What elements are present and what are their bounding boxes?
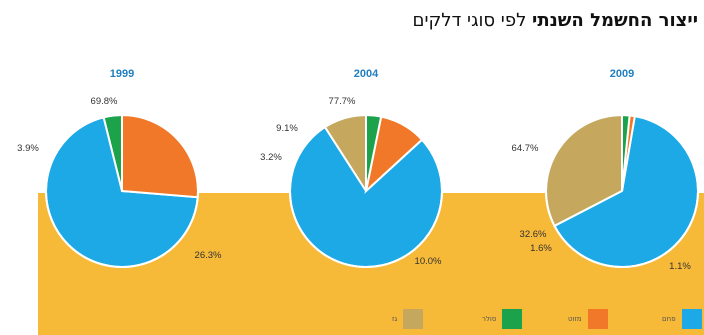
title-rest: לפי סוגי דלקים [412,10,527,31]
legend-label-coal: פחם [662,315,676,323]
slice-label-2009-gas: 32.6% [520,229,547,240]
pie-outline-2009 [545,114,699,268]
pie-slice-1999-oil [121,113,199,199]
legend-label-diesel: סולר [482,315,497,323]
pie-outline-2004 [289,114,443,268]
pie-outline-1999 [45,114,199,268]
pie-title-2004: 2004 [354,68,379,80]
pie-1999: 1999 69.8% 26.3% 3.9% [17,68,222,268]
pie-2009: 2009 64.7% 1.1% 1.6% 32.6% [512,68,699,272]
legend-swatch-coal [681,309,702,329]
slice-label-2009-oil: 1.1% [669,261,691,272]
pie-2004: 2004 77.7% 10.0% 3.2% 9.1% [260,68,443,268]
legend-item-diesel: סולר [482,309,523,329]
legend-swatch-diesel [502,309,523,329]
legend-label-oil: מזוט [568,315,582,323]
slice-label-1999-diesel: 3.9% [17,143,39,154]
slice-label-2004-diesel: 3.2% [260,152,282,163]
slice-label-1999-coal: 69.8% [91,96,118,107]
legend-item-coal: פחם [662,309,702,329]
legend-swatch-oil [587,309,608,329]
slice-label-2004-gas: 9.1% [276,123,298,134]
slice-label-2004-oil: 10.0% [415,256,442,267]
slice-label-2009-diesel: 1.6% [530,243,552,254]
title-bold: ייצור החשמל השנתי [532,10,698,31]
legend-item-gas: גז [392,309,424,329]
chart-title: ייצור החשמל השנתי לפי סוגי דלקים [413,10,698,31]
slice-label-1999-oil: 26.3% [195,250,222,261]
legend-swatch-gas [403,309,424,329]
pie-title-1999: 1999 [110,68,134,80]
slice-label-2009-coal: 64.7% [512,143,539,154]
pie-title-2009: 2009 [610,68,634,80]
slice-label-2004-coal: 77.7% [329,96,356,107]
legend-item-oil: מזוט [568,309,608,329]
legend-label-gas: גז [392,315,398,323]
